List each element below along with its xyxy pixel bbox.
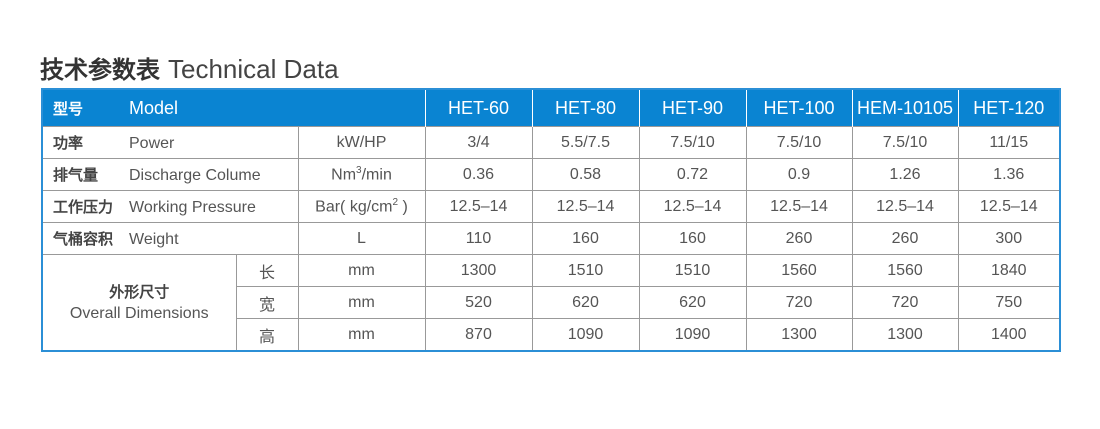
unit-cell: mm	[297, 318, 426, 352]
value-cell: 300	[957, 222, 1061, 255]
dimension-label: 长	[235, 254, 299, 287]
dimension-label: 高	[235, 318, 299, 352]
model-header: HET-80	[531, 89, 640, 127]
value-cell: 1510	[531, 254, 640, 287]
value-cell: 1510	[638, 254, 747, 287]
value-cell: 12.5–14	[957, 190, 1061, 223]
table-row-length: 外形尺寸 Overall Dimensions 长 mm 1300 1510 15…	[41, 254, 1061, 352]
model-header: HET-120	[957, 89, 1060, 127]
value-cell: 11/15	[957, 126, 1061, 159]
value-cell: 1300	[745, 318, 853, 352]
value-cell: 620	[638, 286, 747, 319]
value-cell: 720	[851, 286, 959, 319]
unit-cell: mm	[297, 254, 426, 287]
value-cell: 160	[638, 222, 747, 255]
value-cell: 0.36	[424, 158, 533, 191]
value-cell: 12.5–14	[424, 190, 533, 223]
value-cell: 12.5–14	[851, 190, 959, 223]
value-cell: 1090	[531, 318, 640, 352]
unit-cell: Nm3/min	[297, 158, 426, 191]
value-cell: 110	[424, 222, 533, 255]
value-cell: 7.5/10	[638, 126, 747, 159]
model-header: HEM-10105	[851, 89, 959, 127]
unit-cell: kW/HP	[297, 126, 426, 159]
row-label: 气桶容积 Weight	[41, 222, 299, 255]
value-cell: 1840	[957, 254, 1061, 287]
unit-cell: mm	[297, 286, 426, 319]
table-row-weight: 气桶容积 Weight L 110 160 160 260 260 300	[41, 222, 1061, 255]
value-cell: 750	[957, 286, 1061, 319]
model-label: 型号 Model	[42, 89, 426, 127]
header-row: 型号 Model HET-60 HET-80 HET-90 HET-100 HEM…	[42, 89, 1060, 127]
value-cell: 520	[424, 286, 533, 319]
dimensions-label: 外形尺寸 Overall Dimensions	[41, 254, 237, 352]
technical-data-table: 型号 Model HET-60 HET-80 HET-90 HET-100 HEM…	[41, 88, 1061, 352]
table-row-pressure: 工作压力 Working Pressure Bar( kg/cm2 ) 12.5–…	[41, 190, 1061, 223]
table-row-power: 功率 Power kW/HP 3/4 5.5/7.5 7.5/10 7.5/10 …	[41, 126, 1061, 159]
table-row-height: 高 mm 870 1090 1090 1300 1300 1400	[42, 318, 1061, 352]
value-cell: 1.36	[957, 158, 1061, 191]
value-cell: 1400	[957, 318, 1061, 352]
row-label: 功率 Power	[41, 126, 299, 159]
dimension-label: 宽	[235, 286, 299, 319]
table-row-width: 宽 mm 520 620 620 720 720 750	[42, 286, 1061, 319]
value-cell: 260	[745, 222, 853, 255]
value-cell: 1.26	[851, 158, 959, 191]
value-cell: 7.5/10	[745, 126, 853, 159]
value-cell: 1300	[424, 254, 533, 287]
value-cell: 3/4	[424, 126, 533, 159]
value-cell: 12.5–14	[638, 190, 747, 223]
model-header: HET-90	[638, 89, 747, 127]
table-row-discharge: 排气量 Discharge Colume Nm3/min 0.36 0.58 0.…	[41, 158, 1061, 191]
page-title: 技术参数表 Technical Data	[40, 54, 339, 84]
value-cell: 870	[424, 318, 533, 352]
model-header: HET-60	[424, 89, 533, 127]
value-cell: 1090	[638, 318, 747, 352]
value-cell: 620	[531, 286, 640, 319]
value-cell: 1560	[745, 254, 853, 287]
value-cell: 12.5–14	[745, 190, 853, 223]
value-cell: 12.5–14	[531, 190, 640, 223]
value-cell: 160	[531, 222, 640, 255]
unit-cell: L	[297, 222, 426, 255]
unit-cell: Bar( kg/cm2 )	[297, 190, 426, 223]
row-label: 工作压力 Working Pressure	[41, 190, 299, 223]
value-cell: 0.9	[745, 158, 853, 191]
value-cell: 0.72	[638, 158, 747, 191]
value-cell: 7.5/10	[851, 126, 959, 159]
value-cell: 1300	[851, 318, 959, 352]
value-cell: 260	[851, 222, 959, 255]
value-cell: 1560	[851, 254, 959, 287]
value-cell: 0.58	[531, 158, 640, 191]
row-label: 排气量 Discharge Colume	[41, 158, 299, 191]
value-cell: 5.5/7.5	[531, 126, 640, 159]
value-cell: 720	[745, 286, 853, 319]
model-header: HET-100	[745, 89, 853, 127]
